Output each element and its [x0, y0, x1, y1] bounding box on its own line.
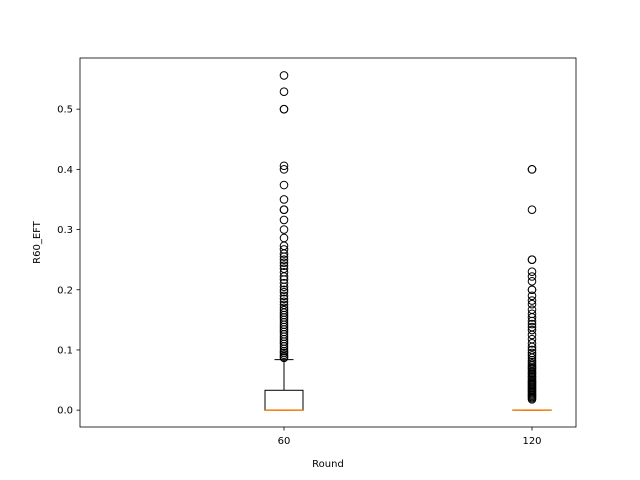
outlier-point	[279, 278, 289, 288]
outlier-point	[279, 285, 289, 295]
y-axis-ticks: 0.0 0.1 0.2 0.3 0.4 0.5	[57, 105, 80, 417]
outlier-point	[527, 351, 537, 360]
outlier-point	[279, 87, 289, 97]
outlier-point	[527, 205, 537, 214]
outlier-point	[279, 272, 289, 281]
outlier-point	[279, 104, 289, 114]
outlier-point	[279, 225, 289, 234]
outlier-point	[279, 205, 289, 214]
outlier-point	[527, 272, 537, 281]
plot-frame	[79, 57, 577, 428]
outlier-point	[527, 291, 537, 301]
outlier-point	[279, 161, 289, 171]
y-tick-label: 0.4	[57, 165, 73, 176]
outlier-point	[279, 261, 289, 270]
outlier-point	[527, 255, 537, 264]
x-tick-label: 120	[522, 436, 541, 447]
outlier-point	[527, 296, 537, 305]
y-tick-label: 0.2	[57, 285, 73, 296]
box-group-120	[512, 165, 552, 411]
outlier-point	[527, 313, 537, 322]
outlier-point	[279, 195, 289, 204]
outlier-point	[279, 249, 289, 258]
outlier-point	[527, 165, 537, 174]
outlier-point	[527, 267, 537, 276]
outlier-point	[279, 291, 289, 301]
outlier-point	[527, 342, 537, 352]
outlier-point	[279, 165, 289, 174]
outlier-point	[279, 287, 289, 297]
outlier-point	[527, 316, 537, 326]
outlier-point	[527, 330, 537, 340]
y-tick-label: 0.5	[57, 105, 73, 116]
outlier-point	[527, 299, 537, 309]
outlier-point	[527, 285, 537, 295]
outlier-point	[279, 255, 289, 264]
x-axis-ticks: 60 120	[278, 427, 542, 447]
outlier-point	[527, 319, 537, 329]
outlier-point	[279, 71, 289, 80]
y-tick-label: 0.0	[57, 406, 73, 417]
outlier-point	[279, 180, 289, 190]
outlier-point	[279, 282, 289, 292]
x-tick-label: 60	[278, 436, 291, 447]
y-tick-label: 0.3	[57, 225, 73, 236]
outlier-point	[279, 342, 289, 351]
outlier-point	[279, 215, 289, 225]
outlier-point	[279, 252, 289, 261]
outlier-point	[527, 339, 537, 348]
x-axis-label: Round	[312, 459, 344, 470]
outlier-point	[527, 325, 537, 335]
outlier-point	[527, 395, 537, 404]
outlier-point	[527, 277, 537, 286]
outlier-point	[279, 294, 289, 304]
box-group-60	[264, 71, 304, 411]
y-axis-label: R60_EFT	[32, 220, 43, 264]
outlier-point	[279, 297, 289, 307]
outlier-point	[279, 353, 289, 363]
outlier-point	[279, 258, 289, 267]
plot-content	[264, 71, 552, 411]
y-tick-label: 0.1	[57, 345, 73, 356]
